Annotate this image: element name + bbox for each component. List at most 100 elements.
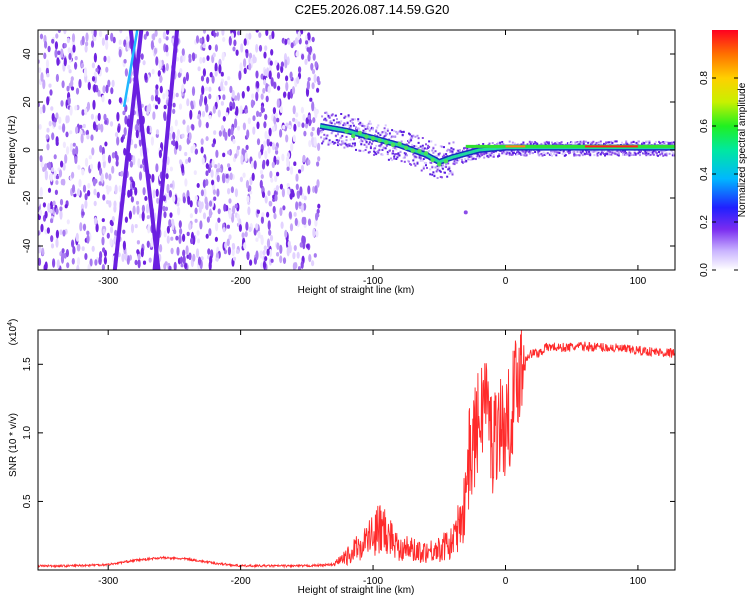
noise-speckle — [163, 211, 167, 219]
noise-speckle — [228, 198, 232, 204]
noise-speckle — [206, 76, 210, 84]
noise-speckle — [234, 110, 238, 116]
spectral-energy — [331, 140, 334, 143]
spectral-energy — [593, 150, 596, 153]
spectral-energy — [355, 128, 357, 131]
spectral-energy — [324, 119, 327, 121]
spectral-energy — [491, 142, 494, 144]
ridge-blob — [417, 148, 422, 154]
noise-speckle — [76, 264, 80, 270]
noise-speckle — [312, 186, 316, 193]
noise-speckle — [308, 254, 312, 263]
noise-speckle — [177, 197, 181, 203]
noise-speckle — [245, 33, 249, 41]
spectral-energy — [408, 132, 410, 135]
spectral-energy — [487, 151, 490, 154]
noise-speckle — [191, 124, 195, 131]
spectral-energy — [483, 156, 486, 159]
noise-speckle — [256, 81, 260, 89]
spectral-energy — [578, 143, 581, 146]
noise-speckle — [194, 195, 198, 201]
noise-speckle — [304, 58, 308, 65]
spectral-energy — [599, 153, 602, 156]
noise-speckle — [165, 63, 169, 72]
spectral-energy — [588, 152, 591, 155]
noise-speckle — [129, 176, 133, 181]
noise-speckle — [303, 195, 307, 201]
noise-speckle — [220, 125, 225, 131]
spectral-energy — [589, 154, 592, 157]
noise-speckle — [47, 187, 52, 193]
spectral-energy — [384, 134, 387, 137]
noise-speckle — [41, 247, 45, 256]
noise-speckle — [271, 30, 275, 40]
spectral-energy — [517, 143, 520, 146]
spectral-energy — [546, 152, 549, 155]
noise-speckle — [258, 151, 262, 159]
spectrogram-x-label: Height of straight line (km) — [298, 285, 415, 296]
noise-speckle — [264, 113, 268, 121]
noise-speckle — [137, 158, 141, 168]
spectral-energy — [596, 152, 599, 155]
noise-speckle — [74, 105, 78, 111]
noise-speckle — [205, 179, 209, 186]
noise-speckle — [290, 142, 294, 152]
noise-speckle — [273, 212, 277, 220]
noise-speckle — [279, 183, 283, 190]
spectral-energy — [452, 141, 455, 144]
colorbar-tick-label: 0.4 — [699, 167, 710, 181]
spectral-energy — [464, 158, 467, 160]
noise-speckle — [288, 211, 292, 219]
spectral-energy — [630, 154, 633, 156]
spectral-energy — [669, 142, 672, 145]
noise-speckle — [57, 30, 61, 34]
noise-speckle — [71, 33, 76, 43]
spectral-energy — [520, 143, 523, 146]
spectral-energy — [614, 152, 617, 155]
noise-speckle — [100, 123, 104, 133]
spectral-energy — [563, 151, 566, 154]
noise-speckle — [49, 201, 54, 211]
noise-speckle — [150, 136, 154, 146]
noise-speckle — [112, 36, 116, 44]
spectral-energy — [547, 142, 550, 145]
spectral-energy — [583, 152, 586, 155]
noise-speckle — [286, 188, 291, 196]
spectral-energy — [412, 153, 415, 156]
noise-speckle — [313, 253, 317, 258]
noise-speckle — [241, 232, 245, 239]
noise-speckle — [201, 110, 206, 118]
noise-speckle — [243, 38, 247, 46]
noise-speckle — [260, 73, 264, 80]
noise-speckle — [190, 237, 194, 245]
noise-speckle — [252, 115, 256, 122]
spectral-energy — [397, 152, 400, 155]
noise-speckle — [77, 188, 81, 197]
spectral-energy — [644, 150, 647, 153]
noise-speckle — [132, 205, 136, 215]
spectral-energy — [367, 126, 370, 129]
noise-speckle — [58, 116, 62, 124]
spectral-energy — [414, 135, 417, 138]
spectral-energy — [455, 158, 458, 161]
noise-speckle — [192, 144, 196, 150]
spectral-energy — [365, 140, 368, 143]
noise-speckle — [172, 194, 176, 203]
noise-speckle — [179, 256, 183, 264]
noise-speckle — [282, 257, 287, 264]
noise-speckle — [107, 154, 112, 164]
spectral-energy — [444, 155, 446, 158]
noise-speckle — [215, 257, 219, 262]
colorbar-tick-label: 0.8 — [699, 71, 710, 85]
spectral-energy — [332, 119, 335, 122]
spectral-energy — [468, 147, 471, 150]
spectral-energy — [351, 142, 354, 145]
noise-speckle — [151, 173, 155, 183]
noise-speckle — [105, 34, 109, 41]
noise-speckle — [286, 56, 290, 66]
noise-speckle — [63, 30, 67, 35]
noise-speckle — [200, 256, 204, 261]
spectral-energy — [448, 142, 451, 145]
noise-speckle — [244, 231, 248, 238]
noise-speckle — [185, 158, 189, 165]
